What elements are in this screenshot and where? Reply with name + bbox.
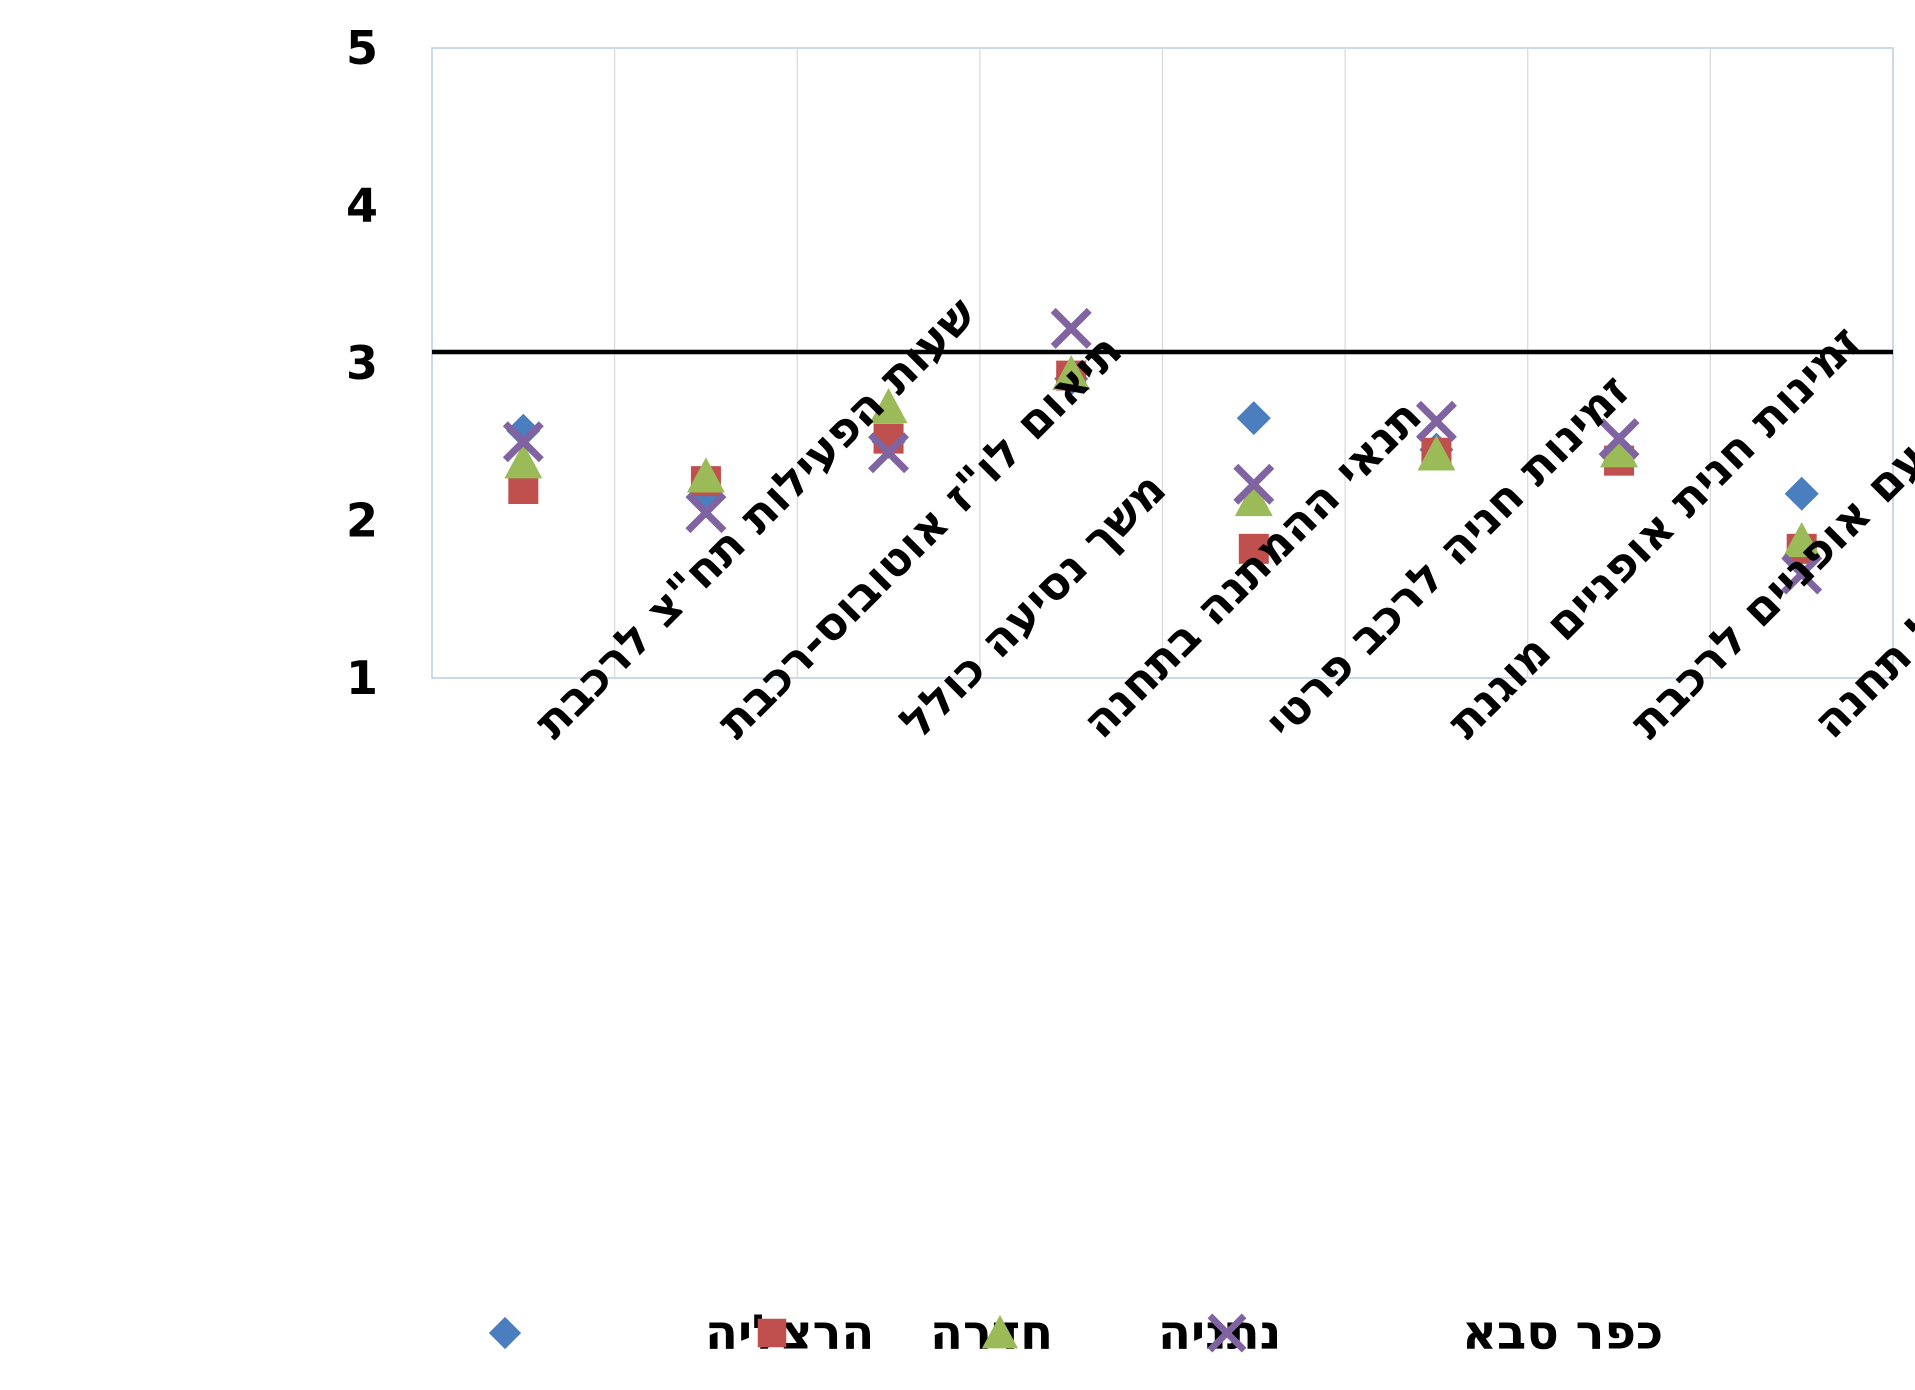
y-tick-label: 4: [346, 179, 378, 233]
legend-label: נתניה: [1158, 1305, 1281, 1361]
x-marker: [868, 432, 910, 474]
triangle-marker: [869, 388, 908, 424]
x-marker: [1207, 1313, 1247, 1353]
triangle-marker: [504, 443, 543, 479]
x-marker: [1050, 307, 1092, 349]
square-marker: [757, 1318, 787, 1348]
y-tick-label: 2: [346, 494, 378, 548]
y-tick-label: 1: [346, 651, 378, 705]
diamond-marker: [488, 1316, 522, 1350]
triangle-marker: [1417, 435, 1456, 471]
legend-item: נתניה: [981, 1305, 1281, 1361]
diamond-marker: [506, 413, 541, 448]
x-marker: [1598, 418, 1640, 460]
x-marker: [1781, 553, 1823, 595]
x-marker: [685, 492, 727, 534]
legend-label: כפר סבא: [1462, 1305, 1663, 1361]
x-marker: [502, 421, 544, 463]
x-marker: [1415, 400, 1457, 442]
legend-item: כפר סבא: [1207, 1305, 1663, 1361]
triangle-marker: [686, 457, 725, 493]
legend-label: הרצליה: [705, 1305, 874, 1361]
triangle-marker: [1782, 521, 1821, 558]
y-tick-label: 5: [346, 21, 378, 75]
diamond-marker: [1236, 401, 1271, 436]
triangle-marker: [1052, 355, 1091, 391]
triangle-marker: [1600, 432, 1639, 468]
triangle-marker: [1234, 481, 1273, 517]
x-marker: [1233, 463, 1275, 505]
legend-item: הרצליה: [488, 1305, 874, 1361]
y-tick-label: 3: [346, 336, 378, 390]
diamond-marker: [1784, 476, 1819, 511]
triangle-marker: [981, 1314, 1019, 1349]
square-marker: [508, 474, 539, 504]
square-marker: [1238, 533, 1269, 564]
